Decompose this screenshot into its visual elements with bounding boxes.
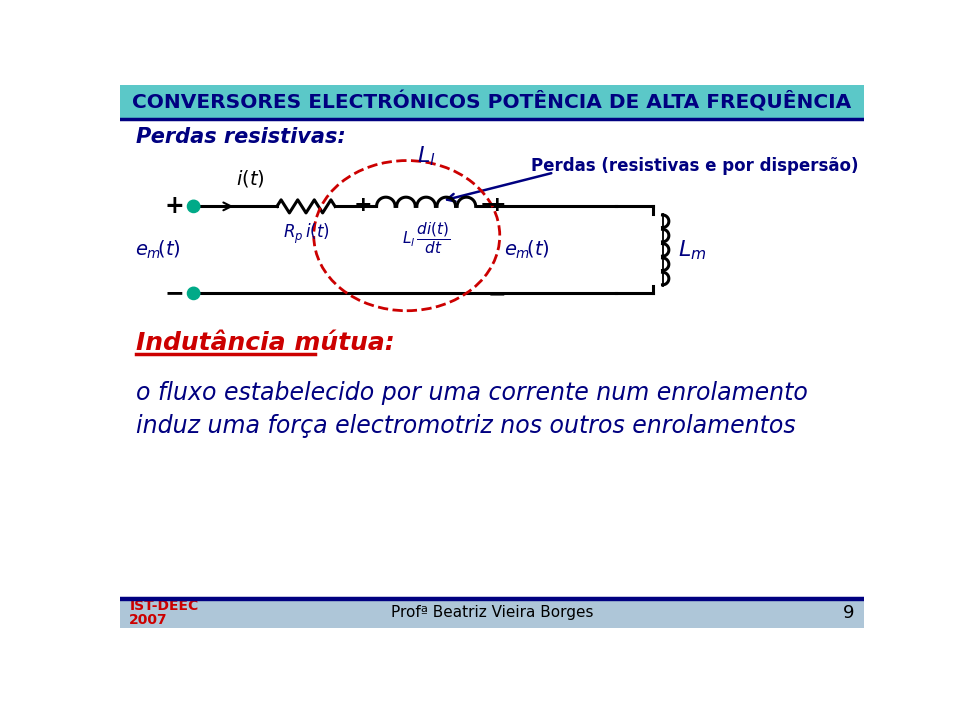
Text: 9: 9 (843, 604, 854, 622)
Text: $e_m\!\left(t\right)$: $e_m\!\left(t\right)$ (504, 239, 550, 261)
Text: $R_p\,i(t)$: $R_p\,i(t)$ (282, 222, 329, 246)
Text: −: − (164, 282, 184, 306)
Text: o fluxo estabelecido por uma corrente num enrolamento: o fluxo estabelecido por uma corrente nu… (135, 381, 807, 405)
Text: IST-DEEC: IST-DEEC (130, 599, 199, 614)
Bar (120, 597, 864, 628)
Text: +: + (164, 194, 184, 218)
Text: −: − (480, 195, 498, 215)
Text: +: + (488, 195, 507, 215)
Text: induz uma força electromotriz nos outros enrolamentos: induz uma força electromotriz nos outros… (135, 414, 795, 438)
Circle shape (187, 287, 200, 299)
Text: +: + (354, 195, 372, 215)
Text: $L_m$: $L_m$ (678, 238, 707, 262)
Text: $e_m\!\left(t\right)$: $e_m\!\left(t\right)$ (135, 239, 181, 261)
Text: CONVERSORES ELECTRÓNICOS POTÊNCIA DE ALTA FREQUÊNCIA: CONVERSORES ELECTRÓNICOS POTÊNCIA DE ALT… (132, 91, 852, 112)
Text: −: − (488, 285, 507, 305)
Text: $L_l\,\dfrac{di(t)}{dt}$: $L_l\,\dfrac{di(t)}{dt}$ (402, 220, 450, 256)
Text: 2007: 2007 (130, 613, 168, 627)
Bar (120, 85, 864, 119)
Text: Perdas (resistivas e por dispersão): Perdas (resistivas e por dispersão) (531, 157, 858, 175)
Text: Indutância mútua:: Indutância mútua: (135, 331, 395, 355)
Text: Profª Beatriz Vieira Borges: Profª Beatriz Vieira Borges (391, 606, 593, 621)
Text: $i(t)$: $i(t)$ (236, 169, 265, 189)
Text: $L_l$: $L_l$ (417, 144, 436, 168)
Text: Perdas resistivas:: Perdas resistivas: (135, 127, 346, 147)
Circle shape (187, 201, 200, 213)
